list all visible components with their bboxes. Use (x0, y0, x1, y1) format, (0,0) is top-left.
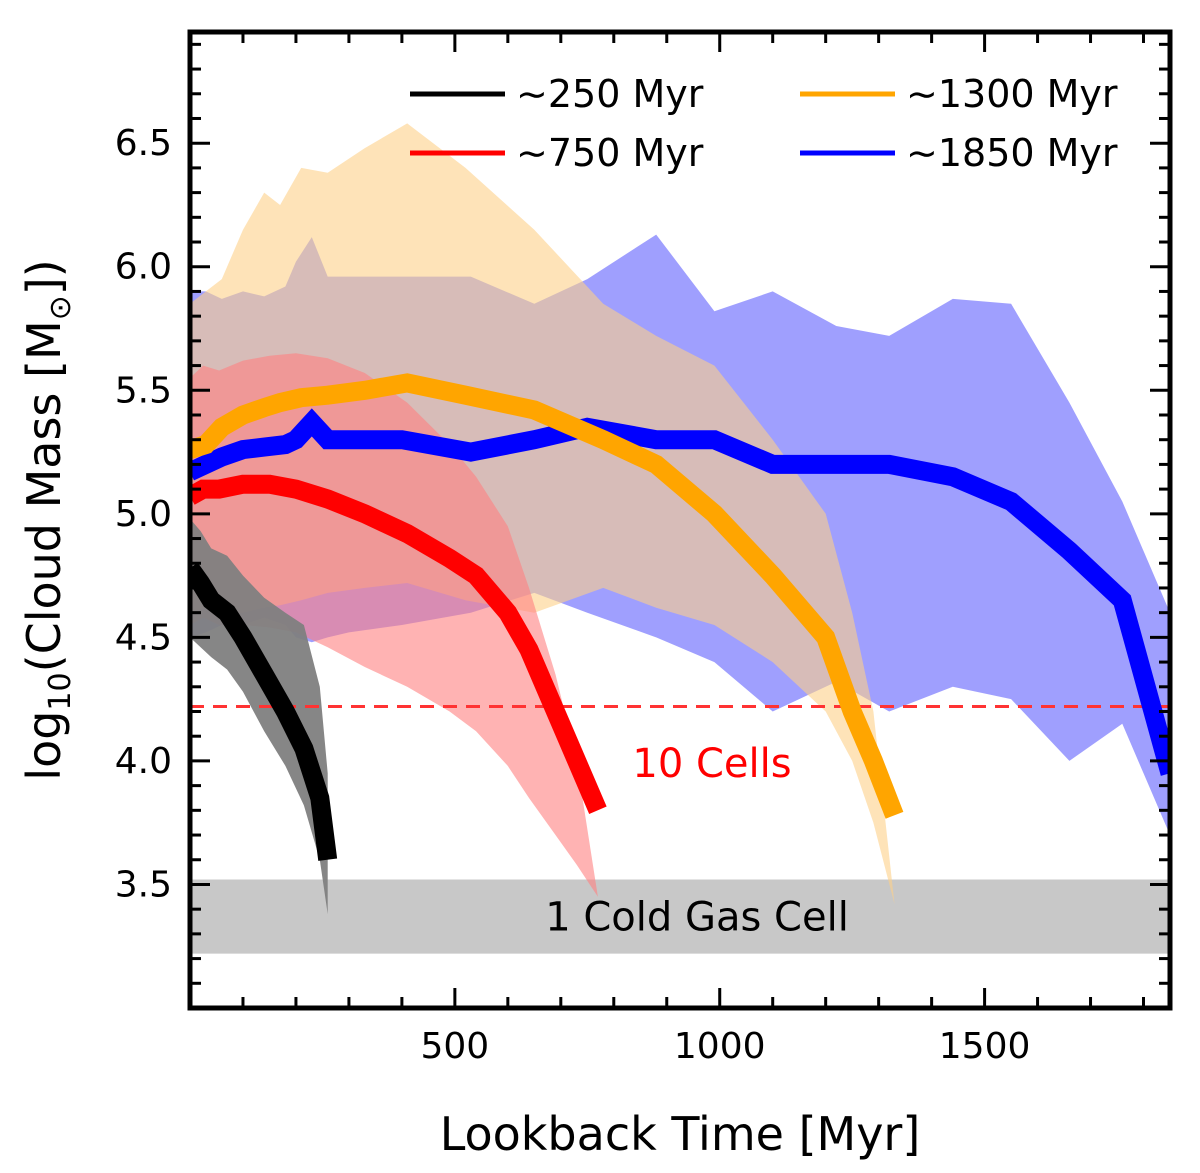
median-line-1300-myr (190, 373, 904, 819)
legend: ∼250 Myr ∼750 Myr ∼1300 Myr ∼1850 Myr (410, 72, 1118, 175)
band-1300-myr (190, 123, 895, 905)
y-tick-label: 3.5 (115, 864, 172, 905)
x-tick-label: 500 (421, 1026, 490, 1067)
plot-frame (187, 29, 1173, 1011)
y-axis-label-main: (Cloud Mass [M (17, 320, 71, 672)
y-tick-label: 6.0 (115, 247, 172, 288)
legend-label: ∼1300 Myr (906, 72, 1118, 116)
tick-labels: 500 1000 1500 3.5 4.0 4.5 5.0 5.5 6.0 6.5 (115, 123, 1031, 1067)
y-tick-label: 4.5 (115, 617, 172, 658)
x-tick-label: 1000 (674, 1026, 766, 1067)
reference-band (190, 879, 1170, 954)
y-tick-label: 4.0 (115, 741, 172, 782)
y-axis-label-sun: ⊙ (43, 295, 78, 320)
reference-line-label: 10 Cells (632, 741, 791, 787)
plot-area (190, 123, 1170, 954)
legend-label: ∼1850 Myr (906, 131, 1118, 175)
y-tick-label: 6.5 (115, 123, 172, 164)
median-line-1850-myr (190, 408, 1170, 776)
x-tick-label: 1500 (939, 1026, 1031, 1067)
median-line-250-myr (190, 562, 338, 861)
legend-item-750-myr: ∼750 Myr (410, 131, 704, 175)
median-lines (190, 373, 1170, 861)
reference-band-label: 1 Cold Gas Cell (545, 895, 849, 941)
y-axis-label-log: log (17, 711, 71, 781)
legend-item-250-myr: ∼250 Myr (410, 72, 704, 116)
y-axis-label-sub: 10 (43, 672, 78, 710)
y-axis-label: log10(Cloud Mass [M⊙]) (17, 259, 78, 780)
y-axis-label-end: ]) (17, 259, 71, 295)
y-tick-label: 5.5 (115, 370, 172, 411)
legend-item-1850-myr: ∼1850 Myr (800, 131, 1118, 175)
median-line-750-myr (190, 474, 607, 815)
legend-item-1300-myr: ∼1300 Myr (800, 72, 1118, 116)
legend-label: ∼750 Myr (516, 131, 704, 175)
legend-label: ∼250 Myr (516, 72, 704, 116)
y-tick-label: 5.0 (115, 494, 172, 535)
x-axis-label: Lookback Time [Myr] (440, 1107, 921, 1161)
